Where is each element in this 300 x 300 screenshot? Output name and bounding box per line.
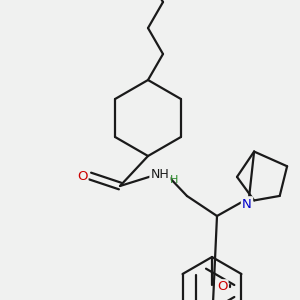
Text: H: H [170,175,178,185]
Text: O: O [77,169,87,182]
Text: O: O [217,280,227,293]
Text: NH: NH [151,167,169,181]
Text: N: N [242,197,252,211]
